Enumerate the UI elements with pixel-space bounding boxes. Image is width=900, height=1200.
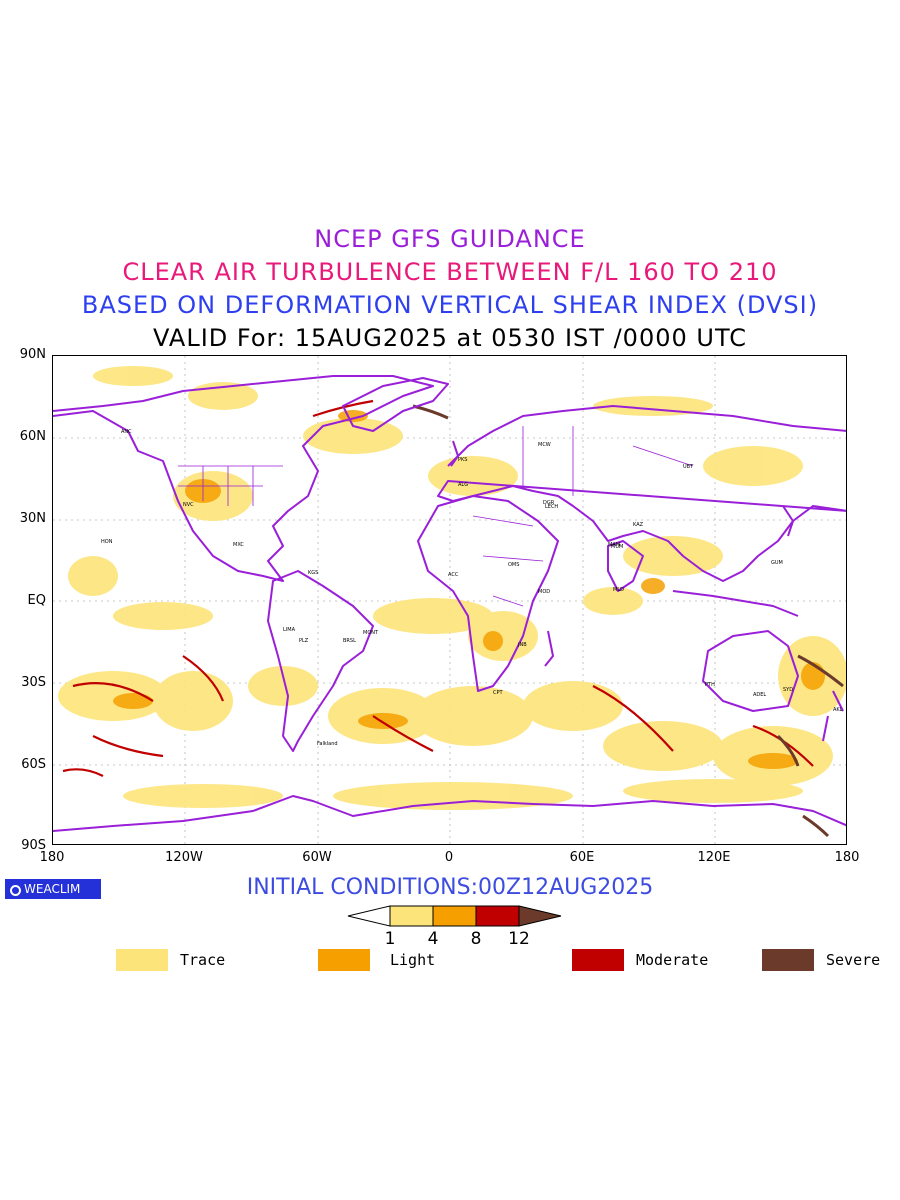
station-label: MLD — [613, 587, 624, 593]
legend-label-light: Light — [390, 951, 436, 969]
turbulence-trace-areas — [58, 366, 846, 810]
colorbar-low-arrow — [347, 905, 391, 927]
south-america-outline — [267, 570, 374, 752]
initial-conditions: INITIAL CONDITIONS:00Z12AUG2025 — [246, 875, 654, 900]
legend-label-trace: Trace — [180, 951, 226, 969]
station-label: MAM — [608, 542, 620, 548]
station-label: MONT — [363, 630, 379, 636]
colorbar-tick-1: 1 — [384, 929, 396, 949]
antarctica-outline — [53, 795, 846, 832]
colorbar-tick-8: 8 — [470, 929, 482, 949]
lon-label-180w: 180 — [39, 850, 65, 865]
japan-outline — [782, 505, 794, 537]
lat-label-60n: 60N — [19, 429, 46, 444]
legend-swatch-trace — [116, 949, 168, 971]
lon-label-60e: 60E — [569, 850, 595, 865]
station-label: SYD — [783, 687, 793, 693]
station-label: OMS — [508, 562, 519, 568]
north-america-outline — [53, 375, 434, 582]
colorbar-high-arrow — [518, 905, 562, 927]
coastlines — [53, 375, 846, 832]
station-label: NVC — [183, 502, 194, 508]
colorbar — [347, 905, 562, 927]
madagascar-outline — [544, 630, 554, 667]
brand-label: WEACLIM — [24, 882, 81, 896]
title-method: BASED ON DEFORMATION VERTICAL SHEAR INDE… — [81, 291, 819, 319]
station-labels: MCW PKS DGR UBT LECH MAM OMS MUM MLD KAZ… — [101, 429, 843, 747]
legend-swatch-moderate — [572, 949, 624, 971]
lat-label-90s: 90S — [21, 838, 46, 853]
boundaries — [178, 426, 694, 607]
africa-outline — [417, 495, 559, 692]
station-label: MXC — [233, 542, 244, 548]
lat-label-eq: EQ — [27, 593, 46, 608]
legend-swatch-severe — [762, 949, 814, 971]
station-label: ADEL — [753, 692, 766, 698]
station-label: ACC — [448, 572, 459, 578]
station-label: CPT — [493, 690, 504, 696]
lat-label-30s: 30S — [21, 675, 46, 690]
title-product: CLEAR AIR TURBULENCE BETWEEN F/L 160 TO … — [122, 258, 778, 286]
lon-label-0: 0 — [444, 850, 454, 865]
colorbar-tick-4: 4 — [427, 929, 439, 949]
colorbar-moderate-segment — [475, 905, 520, 927]
legend-label-moderate: Moderate — [636, 951, 709, 969]
legend-label-severe: Severe — [826, 951, 881, 969]
station-label: HON — [101, 539, 113, 545]
station-label: DGR — [543, 500, 555, 506]
india-outline — [607, 540, 644, 592]
legend-swatch-light — [318, 949, 370, 971]
lon-label-120w: 120W — [165, 850, 203, 865]
station-label: AKL — [833, 707, 843, 713]
station-label: MUM — [611, 544, 623, 550]
map-canvas: MCW PKS DGR UBT LECH MAM OMS MUM MLD KAZ… — [53, 356, 846, 844]
colorbar-light-segment — [432, 905, 477, 927]
uk-outline — [450, 440, 459, 467]
title-valid-time: VALID For: 15AUG2025 at 0530 IST /0000 U… — [153, 324, 747, 352]
station-label: KGS — [308, 570, 318, 576]
station-label: ALG — [458, 482, 468, 488]
lat-label-60s: 60S — [21, 757, 46, 772]
station-label: BRSL — [343, 638, 356, 644]
station-label: GUM — [771, 560, 783, 566]
station-label: LIMA — [283, 627, 296, 633]
colorbar-tick-12: 12 — [508, 929, 530, 949]
lon-label-60w: 60W — [302, 850, 332, 865]
map-gridlines — [53, 356, 846, 844]
turbulence-map: MCW PKS DGR UBT LECH MAM OMS MUM MLD KAZ… — [52, 355, 847, 845]
station-label: KAZ — [633, 522, 644, 528]
lon-label-180e: 180 — [834, 850, 860, 865]
copyright-icon — [10, 885, 21, 896]
turbulence-severe-areas — [412, 404, 844, 838]
station-label: PKS — [458, 457, 467, 463]
station-label: PTH — [705, 682, 715, 688]
station-label: JNB — [517, 642, 527, 648]
station-label: UBT — [683, 464, 694, 470]
station-label: MCW — [538, 442, 551, 448]
station-label: Falkland — [317, 741, 338, 747]
station-label: PLZ — [299, 638, 309, 644]
indonesia-outline — [672, 590, 799, 617]
weaclim-badge: WEACLIM — [5, 879, 101, 899]
lon-label-120e: 120E — [697, 850, 731, 865]
station-label: LECH — [545, 504, 558, 510]
station-label: ANC — [121, 429, 132, 435]
station-label: MOD — [538, 589, 550, 595]
greenland-outline — [342, 377, 449, 432]
australia-outline — [702, 630, 799, 712]
colorbar-trace-segment — [389, 905, 434, 927]
lat-label-90n: 90N — [19, 347, 46, 362]
new-zealand-outline — [822, 690, 844, 742]
turbulence-light-areas — [113, 410, 825, 769]
title-main: NCEP GFS GUIDANCE — [314, 225, 586, 253]
lat-label-30n: 30N — [19, 511, 46, 526]
